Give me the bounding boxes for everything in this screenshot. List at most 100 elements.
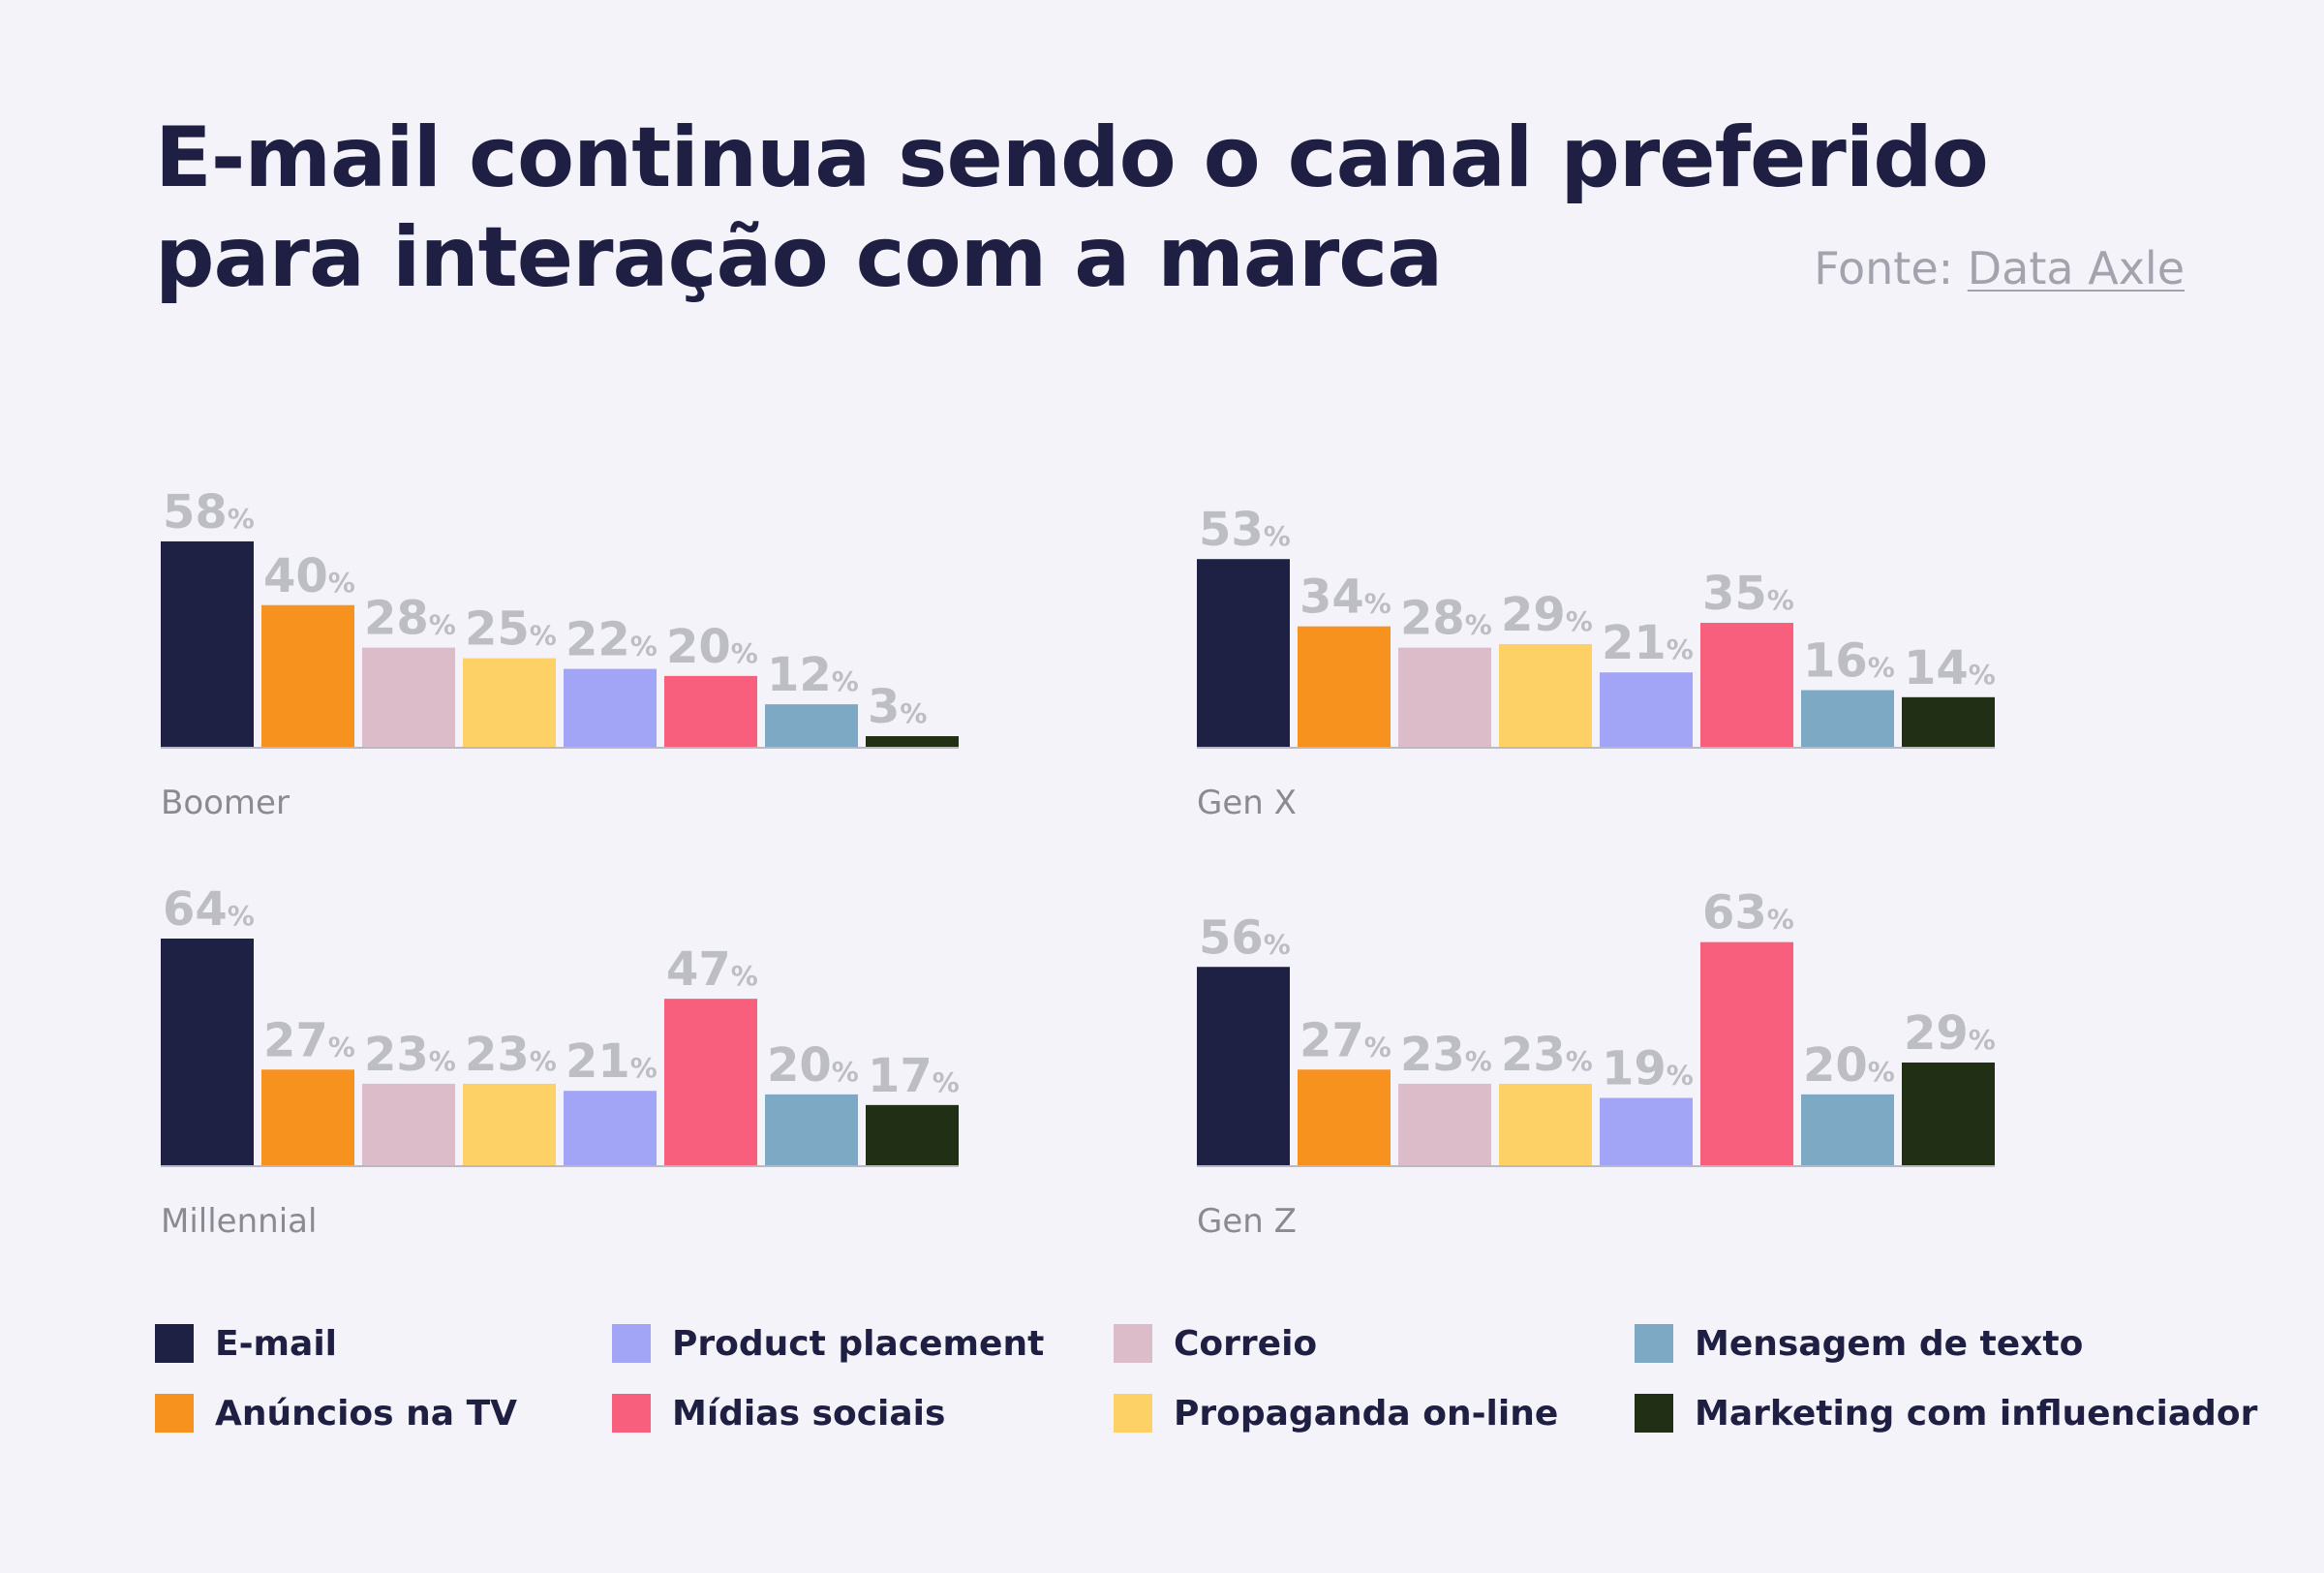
legend-label: Mensagem de texto [1695,1323,2084,1364]
bar-gen-z-4 [1499,1083,1592,1165]
legend-item-5: Anúncios na TV [155,1393,517,1434]
group-label-millennial: Millennial [161,1202,317,1241]
value-label-boomer-2: 40% [263,549,355,603]
legend-label: Mídias sociais [672,1393,946,1434]
value-label-gen-z-5: 19% [1602,1042,1694,1096]
bar-gen-x-2 [1298,626,1391,747]
legend-item-6: Mídias sociais [612,1393,945,1434]
source-link[interactable]: Data Axle [1967,242,2185,294]
value-label-gen-x-5: 21% [1602,616,1694,670]
value-label-millennial-5: 21% [566,1034,657,1089]
value-label-gen-x-4: 29% [1501,588,1593,642]
bar-gen-x-5 [1600,672,1693,747]
group-label-gen-z: Gen Z [1197,1202,1297,1241]
bar-gen-x-4 [1499,643,1592,747]
bar-gen-x-8 [1902,696,1995,747]
group-label-boomer: Boomer [161,784,290,822]
value-label-boomer-3: 28% [364,592,456,646]
legend-swatch [1114,1394,1152,1433]
bar-boomer-2 [261,604,354,747]
bar-gen-x-7 [1801,690,1894,747]
bar-millennial-3 [362,1083,455,1165]
bar-millennial-4 [463,1083,556,1165]
bar-boomer-7 [765,704,858,747]
bar-boomer-3 [362,647,455,747]
bar-gen-x-1 [1197,559,1290,747]
legend-swatch [1114,1324,1152,1363]
bar-gen-x-3 [1398,647,1491,747]
legend-swatch [612,1394,651,1433]
legend-label: Product placement [672,1323,1045,1364]
bar-gen-z-2 [1298,1069,1391,1165]
bar-millennial-8 [866,1104,959,1165]
bar-gen-z-8 [1902,1062,1995,1165]
value-label-gen-z-4: 23% [1501,1028,1593,1082]
legend-swatch [1635,1324,1673,1363]
value-label-gen-x-2: 34% [1300,571,1391,625]
legend-item-7: Propaganda on-line [1114,1393,1558,1434]
value-label-millennial-8: 17% [868,1049,960,1103]
value-label-gen-z-8: 29% [1904,1006,1996,1061]
value-label-millennial-6: 47% [666,942,758,997]
value-label-millennial-7: 20% [767,1038,859,1093]
value-label-gen-x-8: 14% [1904,641,1996,695]
legend-item-3: Correio [1114,1323,1317,1364]
legend-label: Marketing com influenciador [1695,1393,2258,1434]
page-title-line-2: para interação com a marca [155,209,1443,306]
bar-millennial-2 [261,1069,354,1165]
value-label-gen-z-7: 20% [1803,1038,1895,1093]
legend-item-1: E-mail [155,1323,337,1364]
value-label-boomer-4: 25% [465,602,557,657]
value-label-gen-x-6: 35% [1702,567,1794,621]
bar-boomer-6 [664,675,757,747]
value-label-gen-z-2: 27% [1300,1013,1391,1067]
legend-item-4: Mensagem de texto [1635,1323,2083,1364]
page-title-line-1: E-mail continua sendo o canal preferido [155,109,1989,206]
bar-millennial-7 [765,1094,858,1165]
value-label-boomer-7: 12% [767,648,859,702]
value-label-gen-z-1: 56% [1199,910,1291,965]
bar-gen-x-6 [1700,623,1793,747]
bar-millennial-1 [161,939,254,1165]
legend-swatch [1635,1394,1673,1433]
legend-item-8: Marketing com influenciador [1635,1393,2257,1434]
value-label-gen-z-6: 63% [1702,886,1794,941]
bar-boomer-8 [866,736,959,747]
legend-swatch [155,1324,194,1363]
legend-label: Anúncios na TV [215,1393,517,1434]
value-label-millennial-3: 23% [364,1028,456,1082]
source-credit: Fonte: Data Axle [1814,242,2185,294]
page-title: E-mail continua sendo o canal preferido … [155,108,1989,308]
value-label-gen-z-3: 23% [1400,1028,1492,1082]
value-label-millennial-4: 23% [465,1028,557,1082]
bar-gen-z-6 [1700,941,1793,1165]
bar-millennial-5 [564,1091,657,1165]
source-prefix: Fonte: [1814,242,1968,294]
value-label-gen-x-7: 16% [1803,634,1895,689]
bar-millennial-6 [664,999,757,1165]
legend-swatch [155,1394,194,1433]
value-label-millennial-1: 64% [163,882,255,937]
group-label-gen-x: Gen X [1197,784,1297,822]
bar-gen-z-7 [1801,1094,1894,1165]
value-label-boomer-6: 20% [666,620,758,674]
bar-gen-z-5 [1600,1097,1693,1165]
legend-swatch [612,1324,651,1363]
bar-boomer-4 [463,658,556,747]
value-label-boomer-1: 58% [163,485,255,540]
legend-label: E-mail [215,1323,338,1364]
legend: E-mail Product placement Correio Mensagem d… [155,1323,2257,1439]
legend-item-2: Product placement [612,1323,1044,1364]
value-label-gen-x-3: 28% [1400,592,1492,646]
value-label-boomer-8: 3% [868,680,927,734]
bar-gen-z-1 [1197,967,1290,1165]
bar-boomer-5 [564,668,657,747]
legend-label: Propaganda on-line [1174,1393,1559,1434]
bar-gen-z-3 [1398,1083,1491,1165]
value-label-millennial-2: 27% [263,1013,355,1067]
value-label-gen-x-1: 53% [1199,503,1291,557]
legend-label: Correio [1174,1323,1318,1364]
bar-boomer-1 [161,540,254,747]
value-label-boomer-5: 22% [566,613,657,667]
